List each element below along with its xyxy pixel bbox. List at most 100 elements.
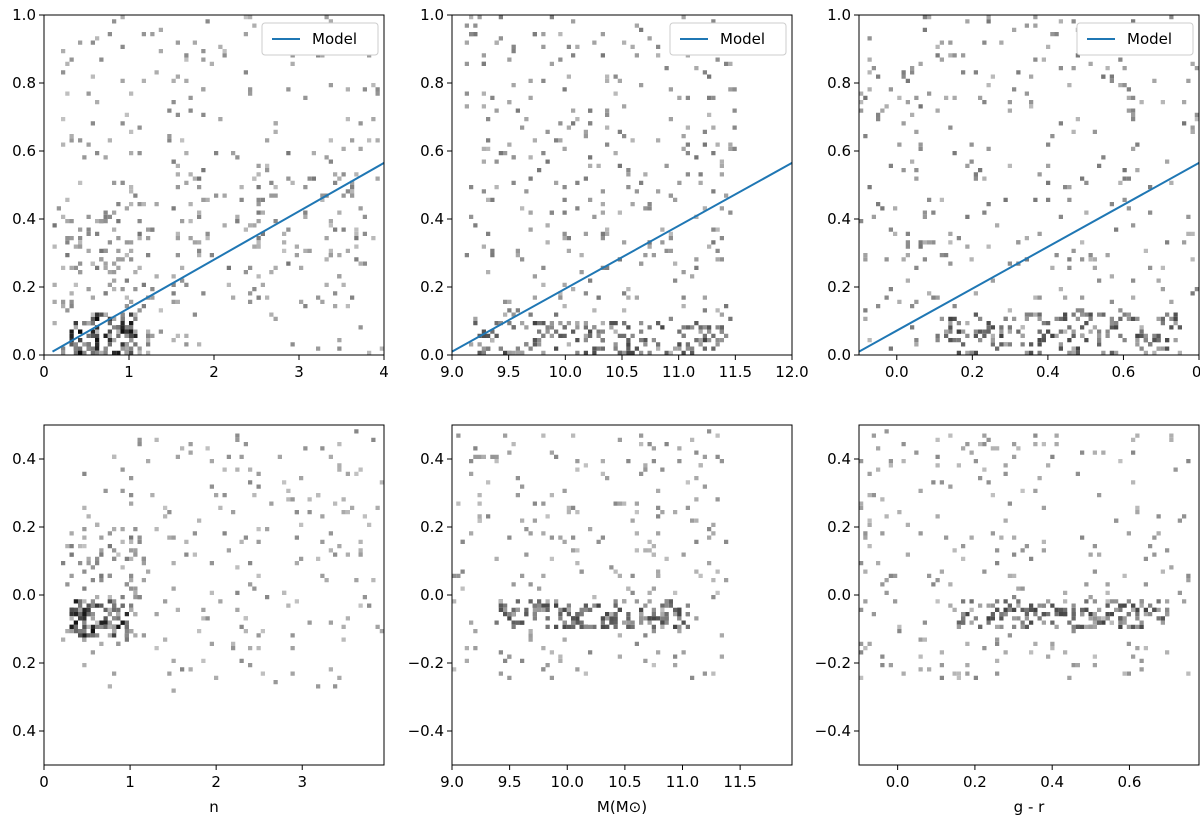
density-cell [1109, 202, 1114, 207]
density-cell [1143, 350, 1148, 355]
density-cell [252, 244, 257, 249]
density-cell [243, 535, 248, 540]
density-cell [358, 146, 363, 151]
density-cell [107, 329, 112, 334]
density-cell [579, 270, 584, 275]
density-cell [69, 299, 74, 304]
density-cell [129, 578, 134, 583]
density-cell [201, 49, 206, 54]
density-cell [681, 350, 686, 355]
density-cell [1058, 19, 1063, 24]
density-cell [1135, 510, 1140, 515]
density-cell [973, 333, 978, 338]
density-cell [1165, 312, 1170, 317]
density-cell [1058, 287, 1063, 292]
density-cell [95, 338, 100, 343]
density-cell [82, 629, 87, 634]
density-cell [969, 142, 974, 147]
legend: Model [1076, 22, 1194, 56]
density-cell [129, 501, 134, 506]
density-cell [188, 442, 193, 447]
density-cell [137, 539, 142, 544]
density-cell [685, 151, 690, 156]
density-cell [107, 138, 112, 143]
density-cell [554, 312, 559, 317]
density-cell [715, 338, 720, 343]
axes-frame [858, 14, 1200, 356]
density-cell [978, 168, 983, 173]
density-cell [112, 270, 117, 275]
density-cell [120, 316, 125, 321]
density-cell [1131, 19, 1136, 24]
density-cell [490, 197, 495, 202]
density-cell [918, 61, 923, 66]
density-cell [1037, 342, 1042, 347]
density-cell [231, 151, 236, 156]
density-cell [248, 91, 253, 96]
density-cell [129, 346, 134, 351]
x-tick-label: 10.5 [605, 363, 638, 381]
y-tick-label: 0.0 [827, 586, 851, 604]
density-cell [1041, 603, 1046, 608]
density-cell [515, 476, 520, 481]
x-tick-label: 0.6 [1112, 363, 1136, 381]
density-cell [90, 321, 95, 326]
density-cell [613, 329, 618, 334]
density-cell [520, 573, 525, 578]
density-cell [876, 202, 881, 207]
density-cell [566, 236, 571, 241]
density-cell [333, 501, 338, 506]
density-cell [65, 61, 70, 66]
density-cell [685, 172, 690, 177]
density-cell [1020, 624, 1025, 629]
density-cell [1186, 231, 1191, 236]
x-tick-label: 12.0 [775, 363, 808, 381]
density-cell [231, 510, 236, 515]
density-cell [82, 607, 87, 612]
density-cell [311, 151, 316, 156]
density-cell [1084, 210, 1089, 215]
density-cell [558, 612, 563, 617]
density-cell [698, 463, 703, 468]
density-cell [978, 329, 983, 334]
density-cell [982, 40, 987, 45]
density-cell [664, 620, 669, 625]
density-cell [685, 142, 690, 147]
density-cell [473, 629, 478, 634]
density-cell [1131, 112, 1136, 117]
density-cell [78, 616, 83, 621]
density-cell [294, 535, 299, 540]
density-cell [583, 176, 588, 181]
density-cell [1012, 573, 1017, 578]
density-cell [694, 66, 699, 71]
density-cell [973, 675, 978, 680]
density-cell [1118, 620, 1123, 625]
density-cell [90, 603, 95, 608]
density-cell [133, 270, 138, 275]
density-cell [1024, 316, 1029, 321]
density-cell [86, 333, 91, 338]
density-cell [469, 32, 474, 37]
density-cell [863, 95, 868, 100]
density-cell [69, 219, 74, 224]
density-cell [656, 189, 661, 194]
density-cell [1139, 658, 1144, 663]
density-cell [303, 446, 308, 451]
density-cell [99, 641, 104, 646]
density-cell [922, 257, 927, 262]
density-cell [1024, 23, 1029, 28]
density-cell [192, 40, 197, 45]
density-cell [107, 333, 112, 338]
density-cell [1148, 185, 1153, 190]
density-cell [1071, 312, 1076, 317]
density-cell [1003, 471, 1008, 476]
density-cell [549, 61, 554, 66]
density-cell [944, 95, 949, 100]
density-cell [905, 522, 910, 527]
density-cell [990, 338, 995, 343]
density-cell [120, 44, 125, 49]
density-cell [273, 316, 278, 321]
density-cell [656, 44, 661, 49]
density-cell [205, 19, 210, 24]
density-cell [52, 223, 57, 228]
